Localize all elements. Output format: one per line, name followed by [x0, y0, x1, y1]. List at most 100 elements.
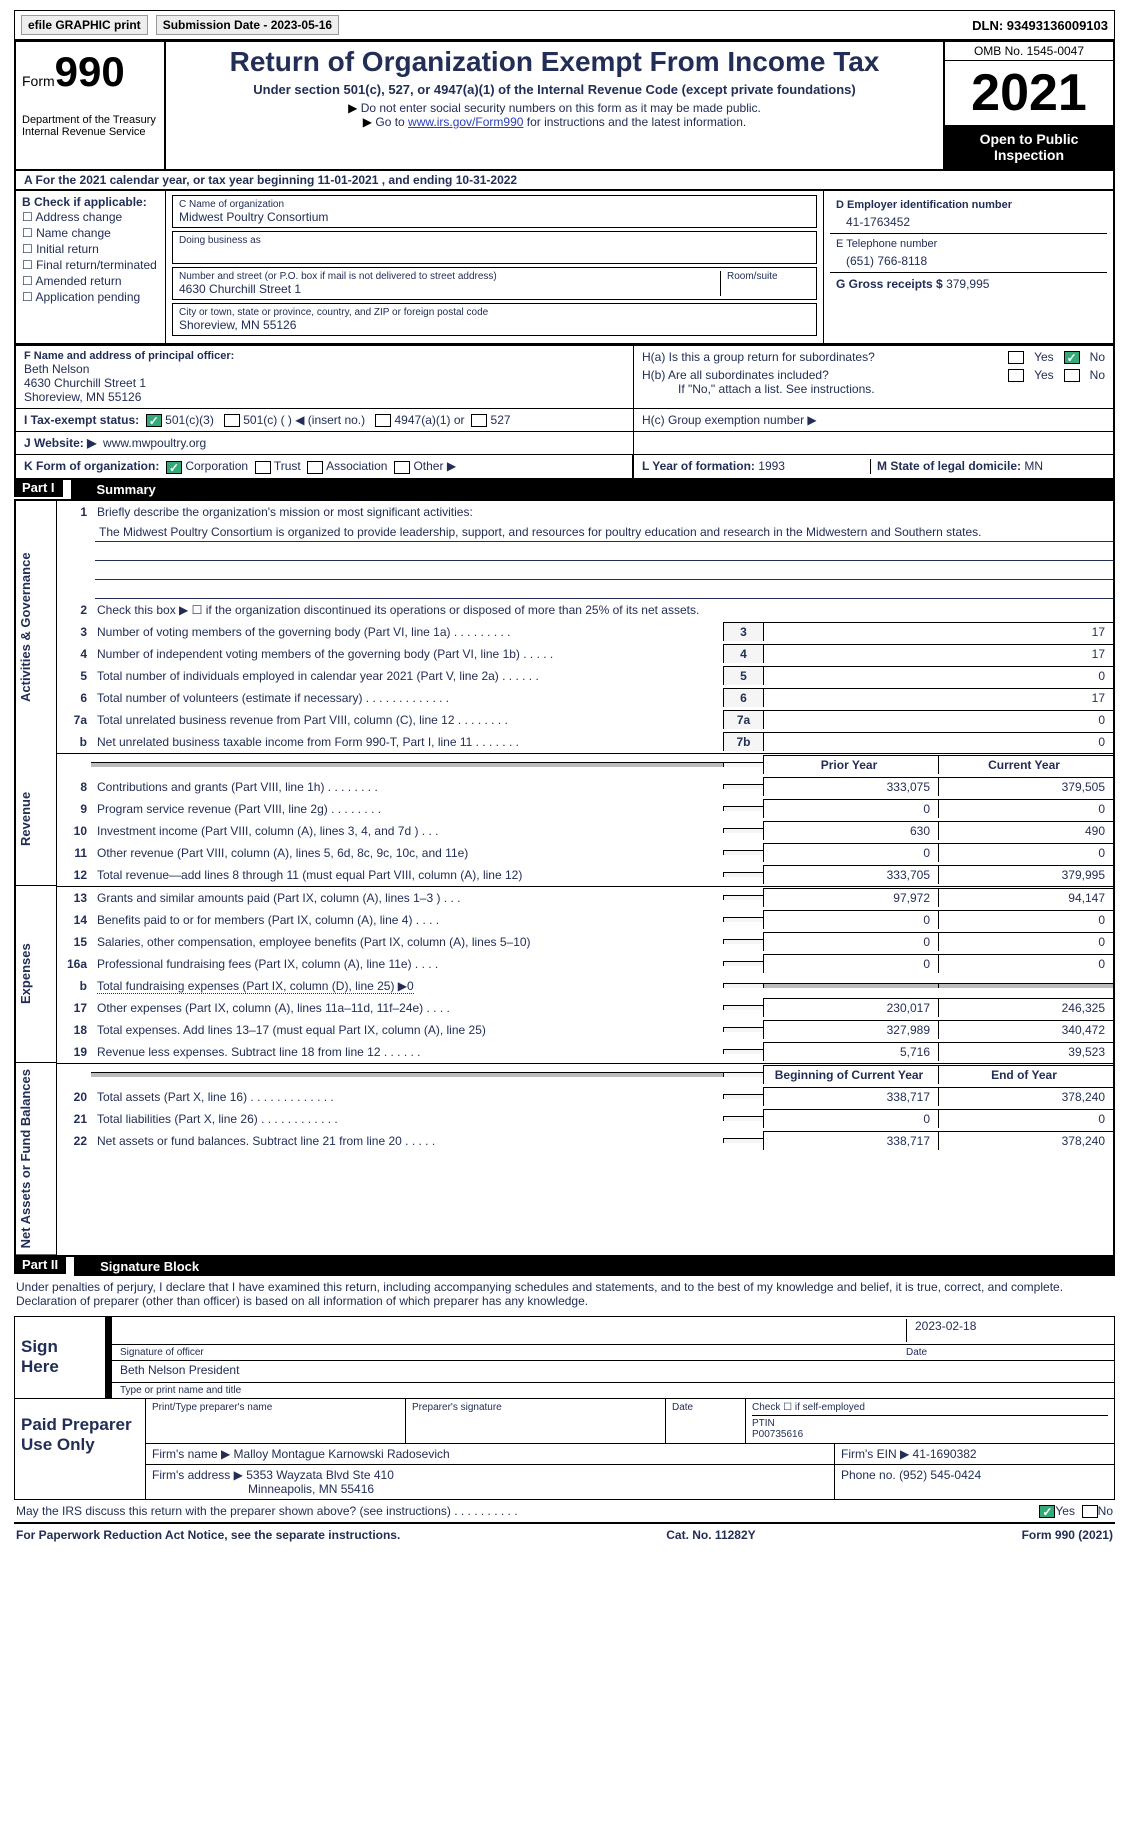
chk-527[interactable] [471, 414, 487, 427]
lbl-prep-sig: Preparer's signature [412, 1402, 659, 1413]
officer-addr2: Shoreview, MN 55126 [24, 390, 625, 404]
l12-c: 379,995 [938, 865, 1113, 884]
dept-treasury: Department of the Treasury [22, 114, 158, 126]
ptin: P00735616 [752, 1429, 803, 1440]
mission-text: The Midwest Poultry Consortium is organi… [95, 523, 1113, 542]
preparer-block: Paid Preparer Use Only Print/Type prepar… [14, 1399, 1115, 1500]
domicile: MN [1024, 459, 1043, 473]
part1-bar: Part I Summary [14, 480, 1115, 499]
l18-p: 327,989 [763, 1020, 938, 1039]
street-address: 4630 Churchill Street 1 [179, 282, 720, 296]
l17-n: 17 [57, 999, 91, 1017]
form-title: Return of Organization Exempt From Incom… [176, 46, 933, 78]
form-label: Form [22, 73, 55, 89]
year-formation: 1993 [758, 459, 785, 473]
l19-n: 19 [57, 1043, 91, 1061]
l8-n: 8 [57, 778, 91, 796]
officer-name-title: Beth Nelson President [120, 1363, 239, 1380]
l19-p: 5,716 [763, 1042, 938, 1061]
row-a: A For the 2021 calendar year, or tax yea… [14, 171, 1115, 191]
lbl-form-org: K Form of organization: [24, 459, 159, 473]
discuss-yes[interactable] [1039, 1505, 1055, 1518]
firm-ein: 41-1690382 [913, 1447, 977, 1461]
part2-bar: Part II Signature Block [14, 1257, 1115, 1276]
chk-4947[interactable] [375, 414, 391, 427]
lbl-officer: F Name and address of principal officer: [24, 350, 625, 362]
l16a-t: Professional fundraising fees (Part IX, … [91, 955, 723, 973]
discuss-no[interactable] [1082, 1505, 1098, 1518]
l16b-t: Total fundraising expenses (Part IX, col… [97, 979, 414, 994]
l3-t: Number of voting members of the governin… [91, 623, 723, 641]
lbl-yes-3: Yes [1055, 1504, 1075, 1518]
part2-num: Part II [14, 1255, 66, 1274]
l20-t: Total assets (Part X, line 16) . . . . .… [91, 1088, 723, 1106]
l4-t: Number of independent voting members of … [91, 645, 723, 663]
lbl-phone: E Telephone number [836, 238, 1101, 250]
ha-no[interactable] [1064, 351, 1080, 364]
chk-name-change[interactable]: Name change [22, 225, 159, 241]
l7a-bx: 7a [723, 710, 763, 729]
submission-btn[interactable]: Submission Date - 2023-05-16 [156, 15, 339, 35]
l4-n: 4 [57, 645, 91, 663]
l16a-c: 0 [938, 954, 1113, 973]
chk-assoc[interactable] [307, 461, 323, 474]
part1-title: Summary [97, 482, 156, 497]
sign-date: 2023-02-18 [906, 1319, 1106, 1342]
l11-p: 0 [763, 843, 938, 862]
l22-p: 338,717 [763, 1131, 938, 1150]
l3-v: 17 [763, 622, 1113, 641]
chk-trust[interactable] [255, 461, 271, 474]
dln: DLN: 93493136009103 [972, 18, 1108, 33]
lbl-firm-phone: Phone no. [841, 1468, 896, 1482]
l4-bx: 4 [723, 644, 763, 663]
efile-btn[interactable]: efile GRAPHIC print [21, 15, 148, 35]
l22-n: 22 [57, 1132, 91, 1150]
l6-v: 17 [763, 688, 1113, 707]
chk-other[interactable] [394, 461, 410, 474]
tax-year: 2021 [945, 61, 1113, 125]
hb-no[interactable] [1064, 369, 1080, 382]
chk-501c[interactable] [224, 414, 240, 427]
chk-address-change[interactable]: Address change [22, 209, 159, 225]
sign-block: Sign Here 2023-02-18 Signature of office… [14, 1316, 1115, 1399]
l3-n: 3 [57, 623, 91, 641]
form-header: Form990 Department of the Treasury Inter… [14, 40, 1115, 171]
l17-c: 246,325 [938, 998, 1113, 1017]
l9-n: 9 [57, 800, 91, 818]
l14-n: 14 [57, 911, 91, 929]
l21-p: 0 [763, 1109, 938, 1128]
part1-num: Part I [14, 478, 63, 497]
l7a-t: Total unrelated business revenue from Pa… [91, 711, 723, 729]
lbl-year-formation: L Year of formation: [642, 459, 755, 473]
l5-n: 5 [57, 667, 91, 685]
lbl-no-2: No [1090, 368, 1105, 382]
lbl-sig-officer: Signature of officer [120, 1347, 906, 1358]
l17-t: Other expenses (Part IX, column (A), lin… [91, 999, 723, 1017]
chk-501c3[interactable] [146, 414, 162, 427]
note-link: Go to www.irs.gov/Form990 for instructio… [176, 115, 933, 129]
vlabel-expenses: Expenses [16, 886, 56, 1063]
vlabel-revenue: Revenue [16, 753, 56, 886]
section-bcdeg: B Check if applicable: Address change Na… [14, 191, 1115, 345]
l11-n: 11 [57, 844, 91, 862]
discuss-text: May the IRS discuss this return with the… [16, 1504, 1039, 1518]
lbl-no: No [1090, 350, 1105, 364]
ha-yes[interactable] [1008, 351, 1024, 364]
officer-addr1: 4630 Churchill Street 1 [24, 376, 625, 390]
chk-amended-return[interactable]: Amended return [22, 273, 159, 289]
chk-application-pending[interactable]: Application pending [22, 289, 159, 305]
chk-corp[interactable] [166, 461, 182, 474]
l10-c: 490 [938, 821, 1113, 840]
lbl-self-employed: Check ☐ if self-employed [752, 1402, 1108, 1413]
l10-t: Investment income (Part VIII, column (A)… [91, 822, 723, 840]
footer: For Paperwork Reduction Act Notice, see … [14, 1524, 1115, 1546]
lbl-firm-name: Firm's name ▶ [152, 1447, 230, 1461]
vlabel-net-assets: Net Assets or Fund Balances [16, 1063, 56, 1255]
chk-initial-return[interactable]: Initial return [22, 241, 159, 257]
chk-final-return[interactable]: Final return/terminated [22, 257, 159, 273]
l5-v: 0 [763, 666, 1113, 685]
l14-p: 0 [763, 910, 938, 929]
lbl-org-name: C Name of organization [179, 199, 810, 210]
irs-link[interactable]: www.irs.gov/Form990 [408, 115, 523, 129]
hb-yes[interactable] [1008, 369, 1024, 382]
